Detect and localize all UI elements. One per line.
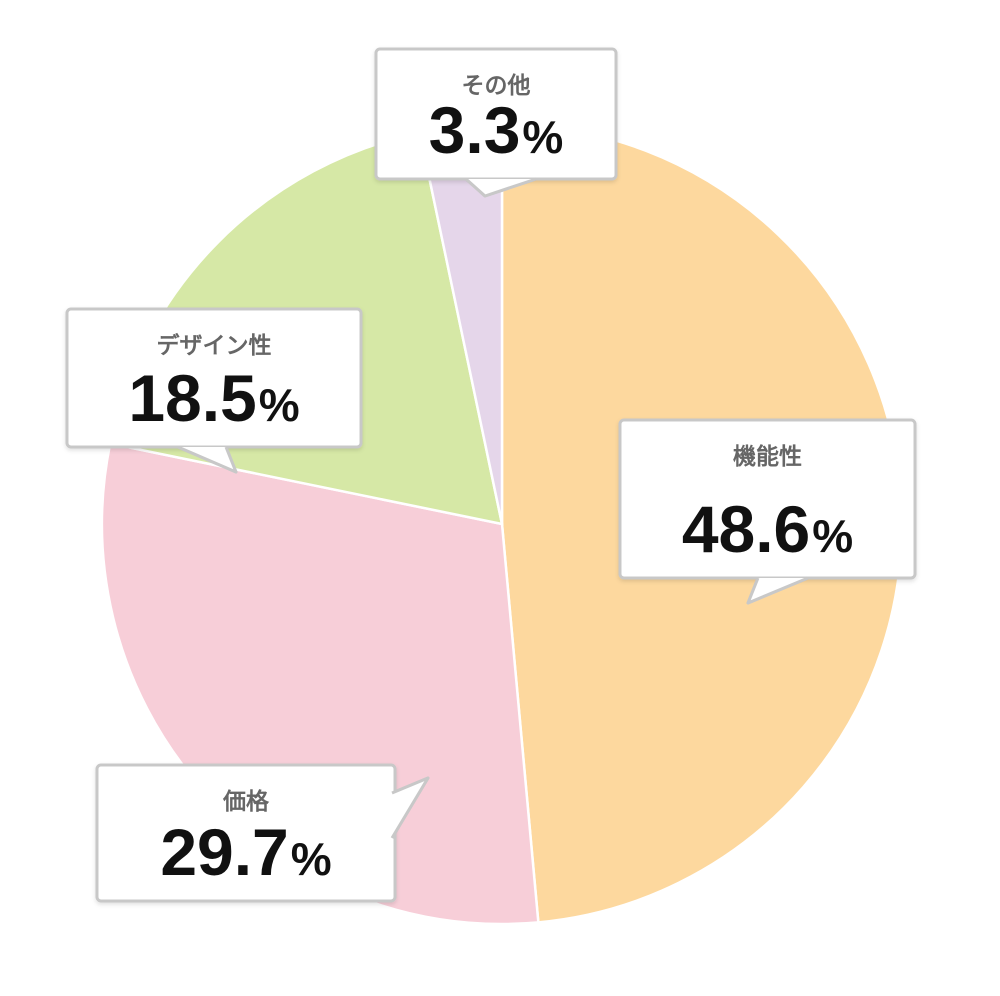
slice-label-1: 価格 [222, 788, 270, 815]
slice-label-0: 機能性 [733, 443, 802, 470]
slice-label-2: デザイン性 [157, 332, 272, 359]
slice-value-1: 29.7% [160, 815, 331, 889]
slice-value-3: 3.3% [429, 93, 564, 167]
slice-label-3: その他 [462, 73, 531, 99]
callout-0: 機能性 48.6% [618, 418, 917, 605]
slice-value-2: 18.5% [128, 361, 299, 435]
slice-value-0: 48.6% [682, 492, 853, 566]
